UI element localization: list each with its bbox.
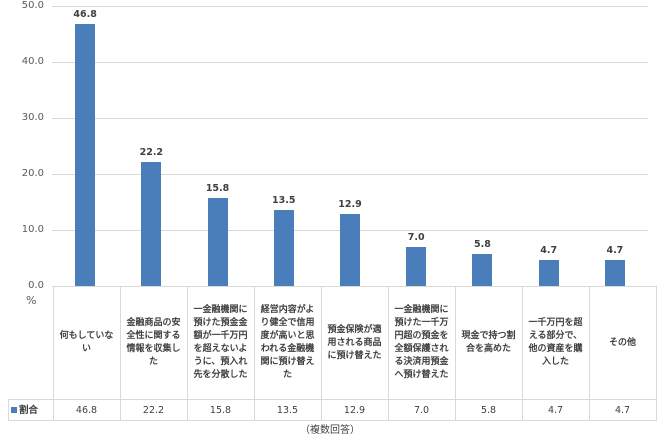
data-label: 7.0: [407, 231, 425, 243]
data-label: 12.9: [338, 198, 362, 210]
legend-cell: 割合: [8, 399, 54, 421]
table-value: 15.8: [186, 399, 255, 421]
legend-swatch-icon: [11, 407, 17, 413]
table-value: 13.5: [253, 399, 322, 421]
bar: [273, 210, 294, 286]
table-value: 46.8: [52, 399, 121, 421]
category-label: 預金保険が適用される商品に預け替えた: [320, 286, 389, 400]
data-label: 5.8: [474, 238, 491, 250]
y-tick-label: 30.0: [21, 112, 44, 123]
table-value: 22.2: [119, 399, 188, 421]
corner-cell: [8, 286, 54, 400]
bar: [141, 161, 162, 286]
y-tick-label: 0.0: [28, 280, 44, 291]
gridline: [52, 118, 648, 119]
footnote: （複数回答）: [300, 425, 360, 436]
gridline: [52, 6, 648, 7]
data-label: 13.5: [272, 195, 296, 207]
table-value: 5.8: [454, 399, 523, 421]
category-label: 経営内容がより健全で信用度が高いと思われる金融機関に預け替えた: [253, 286, 322, 400]
bar: [604, 259, 625, 286]
category-label: 現金で持つ割合を高めた: [454, 286, 523, 400]
data-label: 22.2: [139, 146, 164, 158]
category-label: 金融商品の安全性に関する情報を収集した: [119, 286, 188, 400]
data-label: 46.8: [73, 8, 97, 20]
plot-area: 46.8 22.2 15.8 13.5 12.9 7.0 5.8 4.7 4.7: [52, 6, 648, 287]
bar: [75, 23, 96, 286]
category-row: 何もしていない 金融商品の安全性に関する情報を収集した 一金融機関に預けた預金金…: [8, 286, 657, 400]
y-tick-label: 10.0: [21, 224, 44, 235]
bar: [406, 246, 427, 286]
bar: [538, 259, 559, 286]
table-value: 4.7: [521, 399, 590, 421]
table-value: 12.9: [320, 399, 389, 421]
data-label: 15.8: [205, 182, 230, 194]
category-label: 一金融機関に預けた一千万円超の預金を全額保護される決済用預金へ預け替えた: [387, 286, 456, 400]
gridline: [52, 174, 648, 175]
category-label: 一千万円を超える部分で、他の資産を購入した: [521, 286, 590, 400]
bar: [472, 253, 493, 286]
data-label: 4.7: [540, 244, 558, 256]
table-value: 4.7: [588, 399, 657, 421]
y-tick-label: 40.0: [21, 56, 44, 67]
bar: [340, 213, 360, 286]
category-label: その他: [588, 286, 657, 400]
data-table: 何もしていない 金融商品の安全性に関する情報を収集した 一金融機関に預けた預金金…: [8, 286, 657, 421]
value-row: 割合 46.8 22.2 15.8 13.5 12.9 7.0 5.8 4.7 …: [8, 399, 657, 421]
bar: [207, 197, 228, 286]
data-label: 4.7: [606, 244, 624, 256]
gridline: [52, 62, 648, 63]
series-name: 割合: [19, 404, 39, 416]
table-value: 7.0: [387, 399, 456, 421]
y-tick-label: 50.0: [21, 0, 44, 11]
category-label: 一金融機関に預けた預金金額が一千万円を超えないように、預入れ先を分散した: [186, 286, 255, 400]
category-label: 何もしていない: [52, 286, 121, 400]
y-tick-label: 20.0: [21, 168, 44, 179]
